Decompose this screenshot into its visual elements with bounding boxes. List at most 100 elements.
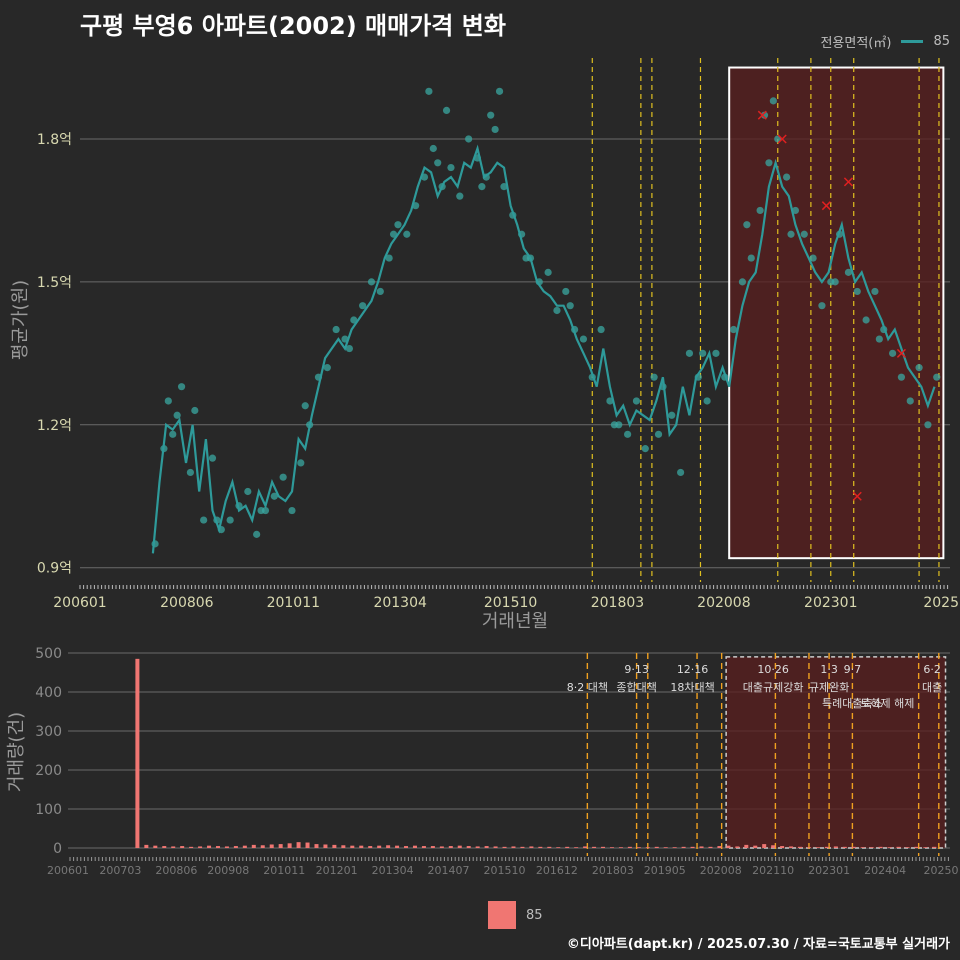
volume-bar	[215, 846, 220, 848]
x-marker	[896, 348, 906, 358]
volume-bar	[833, 846, 838, 848]
scatter-point	[478, 183, 486, 191]
y-tick-label: 1.2억	[37, 418, 72, 434]
volume-bar	[636, 847, 641, 848]
volume-bar	[278, 844, 283, 848]
scatter-point	[597, 325, 605, 334]
volume-bar	[439, 846, 444, 848]
x-tick-label: 200601	[53, 595, 106, 611]
volume-bar	[771, 845, 776, 848]
legend-top: 전용면적(㎡) 85	[820, 32, 950, 51]
scatter-point	[562, 287, 570, 296]
volume-bar	[708, 846, 713, 848]
scatter-point	[164, 397, 172, 405]
volume-bar	[144, 844, 149, 848]
scatter-point	[177, 383, 186, 391]
volume-bar	[386, 845, 391, 848]
volume-bar	[421, 846, 426, 848]
volume-bar	[735, 846, 740, 848]
x-tick-label: 202008	[697, 595, 750, 611]
volume-bar	[162, 846, 167, 848]
scatter-point	[769, 97, 777, 105]
scatter-point	[522, 254, 530, 262]
volume-bar	[726, 845, 731, 848]
volume-bar	[672, 847, 677, 848]
x-tick-label: 201304	[372, 864, 414, 877]
legend-top-item: 85	[933, 34, 950, 49]
volume-bar	[430, 846, 435, 848]
x-tick-label: 202008	[700, 864, 742, 877]
x-tick-label: 201905	[644, 864, 686, 877]
volume-bar	[690, 846, 695, 848]
volume-bar	[251, 844, 256, 848]
volume-bar	[511, 846, 516, 848]
x-marker	[843, 177, 853, 187]
scatter-point	[173, 411, 181, 419]
scatter-point	[403, 230, 411, 238]
volume-bar	[681, 846, 686, 848]
scatter-point	[297, 459, 305, 467]
annotation-label: 대출규제강화	[743, 681, 804, 694]
volume-bar	[323, 844, 328, 848]
scatter-point	[169, 430, 177, 438]
scatter-point	[385, 254, 393, 262]
scatter-point	[367, 278, 376, 286]
x-tick-label: 200703	[99, 864, 141, 877]
scatter-point	[760, 111, 769, 119]
volume-bar	[242, 845, 247, 848]
volume-bar	[663, 847, 668, 848]
scatter-point	[544, 268, 552, 276]
scatter-point	[924, 421, 932, 429]
scatter-point	[500, 183, 508, 191]
volume-bar	[448, 846, 453, 848]
x-tick-label: 200601	[47, 864, 89, 877]
scatter-point	[434, 159, 442, 167]
scatter-point	[301, 402, 309, 410]
x-tick-label: 201803	[591, 595, 644, 611]
volume-bar	[762, 844, 767, 848]
volume-bar	[529, 846, 534, 848]
scatter-point	[712, 349, 720, 357]
y-tick-label: 0.9억	[37, 561, 72, 577]
legend-top-title: 전용면적(㎡)	[820, 36, 892, 51]
x-marker	[757, 110, 767, 120]
x-tick-label: 200806	[160, 595, 214, 611]
x-axis-title: 거래년월	[482, 611, 548, 632]
annotation-date: 9·13	[624, 663, 649, 676]
scatter-point	[668, 411, 676, 419]
scatter-point	[186, 468, 195, 477]
scatter-point	[566, 302, 574, 310]
scatter-point	[253, 530, 261, 538]
x-tick-label: 201803	[592, 864, 634, 877]
x-marker	[777, 134, 787, 144]
volume-bar	[269, 844, 274, 848]
volume-bar	[627, 846, 632, 848]
scatter-point	[730, 325, 738, 334]
scatter-point	[743, 221, 751, 229]
x-tick-label: 201011	[263, 864, 305, 877]
scatter-point	[389, 230, 398, 238]
scatter-point	[650, 373, 658, 381]
y-tick-label: 300	[35, 724, 62, 740]
scatter-point	[456, 192, 464, 200]
scatter-point	[765, 159, 773, 167]
x-marker	[821, 201, 831, 211]
scatter-point	[350, 316, 358, 324]
volume-bar	[556, 847, 561, 848]
scatter-point	[270, 492, 278, 500]
legend-bar-swatch	[488, 901, 516, 929]
scatter-point	[465, 135, 473, 143]
volume-bar	[583, 846, 588, 848]
volume-bar	[896, 846, 901, 848]
volume-bar	[609, 847, 614, 848]
volume-bar	[404, 846, 409, 848]
scatter-point	[191, 406, 199, 415]
volume-bar	[493, 846, 498, 848]
volume-bar	[699, 846, 704, 848]
scatter-point	[831, 278, 839, 286]
scatter-point	[429, 144, 437, 153]
x-tick-label: 202110	[752, 864, 794, 877]
volume-bar	[287, 843, 292, 848]
scatter-point	[257, 506, 265, 515]
scatter-point	[844, 268, 853, 276]
